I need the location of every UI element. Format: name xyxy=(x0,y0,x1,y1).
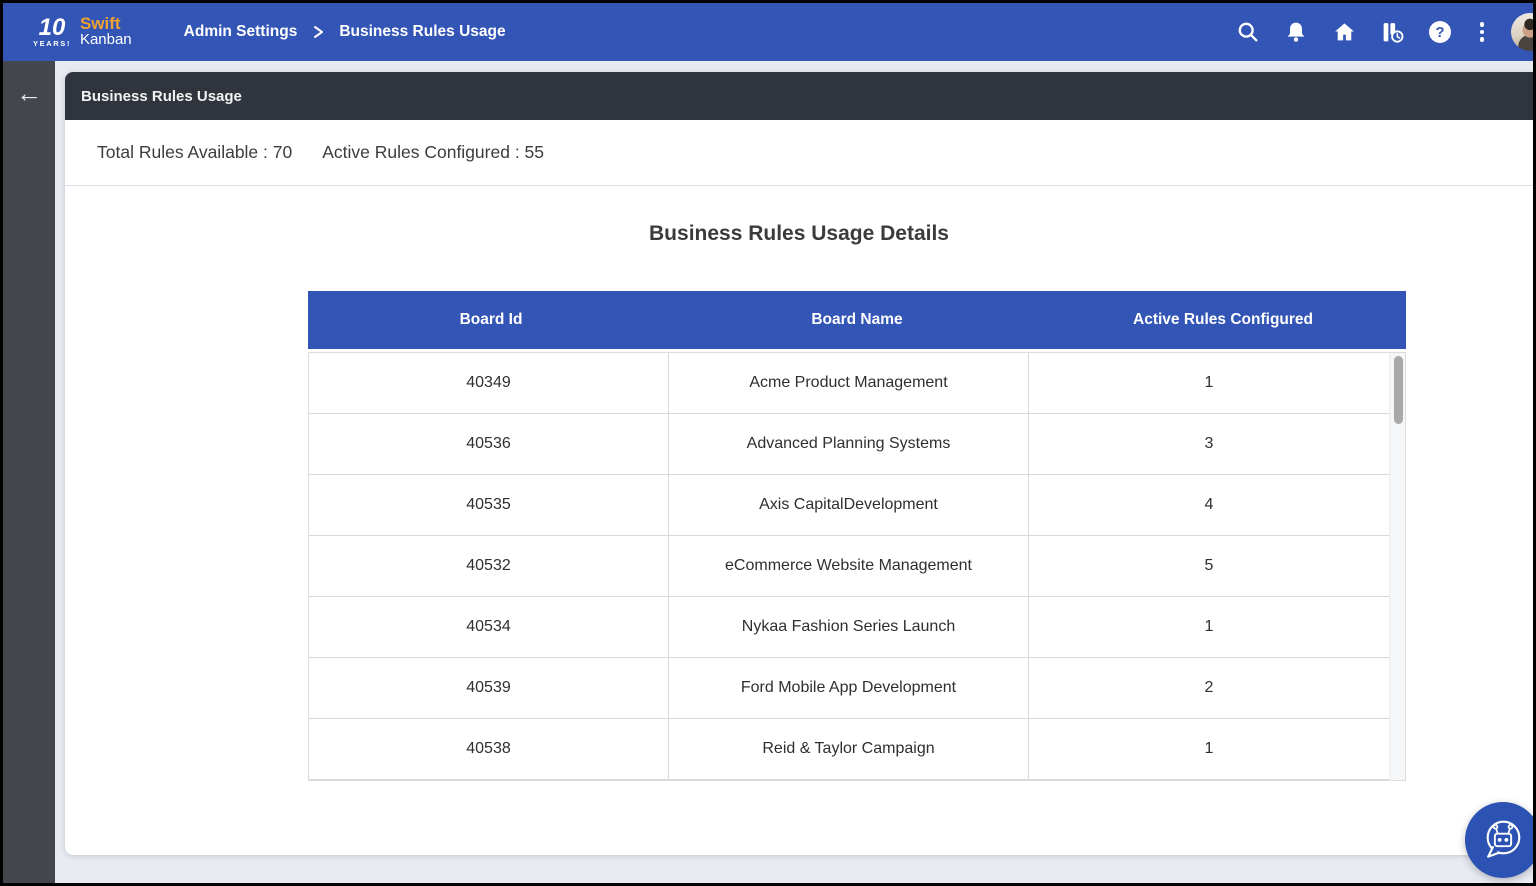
help-question-glyph: ? xyxy=(1429,21,1451,43)
cell-active-rules: 1 xyxy=(1029,597,1389,657)
breadcrumb: Admin Settings Business Rules Usage xyxy=(184,23,506,41)
table-scrollbar-thumb[interactable] xyxy=(1394,356,1403,424)
cell-board-name: Acme Product Management xyxy=(669,353,1029,413)
panel-header: Business Rules Usage xyxy=(65,72,1533,120)
cell-board-name: Advanced Planning Systems xyxy=(669,414,1029,474)
usage-table: Board Id Board Name Active Rules Configu… xyxy=(308,291,1406,781)
panel-title: Business Rules Usage xyxy=(81,88,242,105)
app-window: 10 YEARS! Swift Kanban Admin Settings Bu… xyxy=(3,3,1533,883)
table-row: 40538 Reid & Taylor Campaign 1 xyxy=(309,719,1389,780)
ten-years-badge: 10 YEARS! xyxy=(33,17,71,48)
avatar[interactable] xyxy=(1511,13,1533,51)
cell-board-id: 40349 xyxy=(309,353,669,413)
swiftkanban-logo[interactable]: 10 YEARS! Swift Kanban xyxy=(33,16,132,48)
cell-board-name: eCommerce Website Management xyxy=(669,536,1029,596)
business-rules-usage-panel: Business Rules Usage Total Rules Availab… xyxy=(65,72,1533,855)
cell-board-id: 40534 xyxy=(309,597,669,657)
table-row: 40534 Nykaa Fashion Series Launch 1 xyxy=(309,597,1389,658)
cell-board-name: Nykaa Fashion Series Launch xyxy=(669,597,1029,657)
details-title: Business Rules Usage Details xyxy=(65,222,1533,246)
kebab-menu-icon[interactable] xyxy=(1475,19,1489,45)
cell-board-id: 40536 xyxy=(309,414,669,474)
chatbot-button[interactable] xyxy=(1465,802,1533,878)
cell-active-rules: 2 xyxy=(1029,658,1389,718)
logo-years-label: YEARS! xyxy=(33,39,71,48)
brand-swift: Swift xyxy=(80,16,132,32)
table-scrollbar-track xyxy=(1389,353,1405,780)
breadcrumb-current-page: Business Rules Usage xyxy=(339,23,505,41)
cell-board-id: 40535 xyxy=(309,475,669,535)
topbar-icon-group: ? xyxy=(1235,3,1533,61)
logo-number: 10 xyxy=(39,17,66,39)
top-navigation-bar: 10 YEARS! Swift Kanban Admin Settings Bu… xyxy=(3,3,1533,61)
cell-active-rules: 5 xyxy=(1029,536,1389,596)
breadcrumb-admin-settings[interactable]: Admin Settings xyxy=(184,23,298,41)
cell-board-name: Axis CapitalDevelopment xyxy=(669,475,1029,535)
table-body: 40349 Acme Product Management 1 40536 Ad… xyxy=(308,352,1406,781)
column-header-active-rules: Active Rules Configured xyxy=(1040,291,1406,349)
home-icon[interactable] xyxy=(1331,19,1357,45)
brand-name: Swift Kanban xyxy=(80,16,132,48)
table-header-row: Board Id Board Name Active Rules Configu… xyxy=(308,291,1406,349)
cell-active-rules: 4 xyxy=(1029,475,1389,535)
stats-row: Total Rules Available : 70 Active Rules … xyxy=(65,120,1533,186)
search-icon[interactable] xyxy=(1235,19,1261,45)
cell-active-rules: 1 xyxy=(1029,353,1389,413)
cell-active-rules: 1 xyxy=(1029,719,1389,779)
table-row: 40535 Axis CapitalDevelopment 4 xyxy=(309,475,1389,536)
left-sidebar: ← xyxy=(3,61,55,883)
back-arrow-icon[interactable]: ← xyxy=(13,77,45,109)
column-header-board-name: Board Name xyxy=(674,291,1040,349)
total-rules-available: Total Rules Available : 70 xyxy=(97,142,292,163)
help-icon[interactable]: ? xyxy=(1427,19,1453,45)
column-header-board-id: Board Id xyxy=(308,291,674,349)
cell-active-rules: 3 xyxy=(1029,414,1389,474)
cell-board-id: 40532 xyxy=(309,536,669,596)
cell-board-name: Ford Mobile App Development xyxy=(669,658,1029,718)
table-row: 40532 eCommerce Website Management 5 xyxy=(309,536,1389,597)
chatbot-icon xyxy=(1480,815,1526,866)
cell-board-name: Reid & Taylor Campaign xyxy=(669,719,1029,779)
active-rules-configured: Active Rules Configured : 55 xyxy=(322,142,544,163)
board-timer-icon[interactable] xyxy=(1379,19,1405,45)
bell-icon[interactable] xyxy=(1283,19,1309,45)
brand-kanban: Kanban xyxy=(80,32,132,48)
table-row: 40349 Acme Product Management 1 xyxy=(309,353,1389,414)
table-row: 40536 Advanced Planning Systems 3 xyxy=(309,414,1389,475)
table-row: 40539 Ford Mobile App Development 2 xyxy=(309,658,1389,719)
cell-board-id: 40539 xyxy=(309,658,669,718)
breadcrumb-chevron-icon xyxy=(311,25,325,39)
cell-board-id: 40538 xyxy=(309,719,669,779)
